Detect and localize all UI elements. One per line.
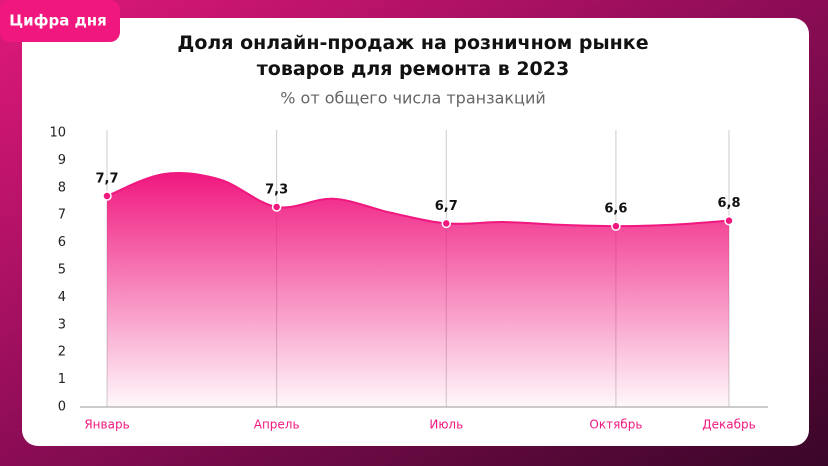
y-tick-label: 2 <box>58 345 66 360</box>
value-label: 7,3 <box>265 182 288 197</box>
y-tick-label: 0 <box>58 400 66 415</box>
x-tick-label: Июль <box>429 418 463 432</box>
chart-title: Доля онлайн-продаж на розничном рынке то… <box>177 32 649 80</box>
title-box: Доля онлайн-продаж на розничном рынке то… <box>177 32 649 80</box>
y-tick-label: 3 <box>58 317 66 332</box>
x-tick-label: Октябрь <box>589 418 642 432</box>
badge-text: Цифра дня <box>9 12 107 30</box>
y-tick-label: 9 <box>58 153 66 168</box>
y-tick-label: 10 <box>49 126 66 141</box>
point <box>724 215 734 226</box>
y-tick-label: 1 <box>58 372 66 387</box>
x-tick-label: Январь <box>84 418 129 432</box>
value-label: 6,6 <box>604 202 627 217</box>
y-tick-label: 5 <box>58 263 66 278</box>
chart-subtitle: % от общего числа транзакций <box>280 89 546 108</box>
y-tick-label: 6 <box>58 235 66 250</box>
badge <box>0 0 120 42</box>
point <box>611 221 621 231</box>
value-label: 6,8 <box>717 196 740 211</box>
point <box>102 191 112 201</box>
value-label: 6,7 <box>435 199 458 214</box>
point <box>271 202 282 212</box>
x-tick-label: Декабрь <box>702 418 755 432</box>
point <box>441 218 452 229</box>
area <box>107 173 729 407</box>
value-label: 7,7 <box>95 172 118 187</box>
x-tick-label: Апрель <box>254 418 300 432</box>
y-tick-label: 4 <box>58 290 66 305</box>
y-tick-label: 7 <box>58 208 66 223</box>
y-tick-label: 8 <box>58 180 66 195</box>
